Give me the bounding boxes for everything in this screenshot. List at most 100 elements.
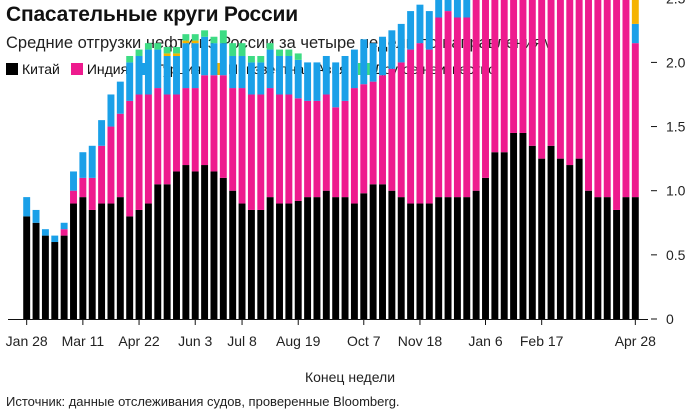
bar-segment xyxy=(191,88,199,172)
bar-segment xyxy=(304,197,312,319)
bar-segment xyxy=(397,62,405,198)
bar-segment xyxy=(444,11,452,198)
bar-segment xyxy=(575,0,583,159)
bar-segment xyxy=(154,184,162,319)
bar-segment xyxy=(313,100,321,198)
y-tick-label: 0.5 xyxy=(666,247,686,263)
bar-segment xyxy=(566,0,574,166)
bar-segment xyxy=(210,43,218,76)
legend-swatch xyxy=(70,63,83,75)
bar-segment xyxy=(444,0,452,12)
bar-segment xyxy=(135,55,143,95)
bar-segment xyxy=(201,30,209,37)
bar-segment xyxy=(126,62,134,101)
bar-segment xyxy=(126,216,134,319)
bar-segment xyxy=(388,30,396,69)
bar-segment xyxy=(360,84,368,194)
x-tick-label: Aug 19 xyxy=(276,333,321,349)
bar-segment xyxy=(266,49,274,89)
bar-segment xyxy=(379,184,386,319)
bar-segment xyxy=(182,165,190,319)
bar-segment xyxy=(294,53,302,60)
bar-segment xyxy=(322,190,330,319)
bar-segment xyxy=(98,120,106,146)
bar-segment xyxy=(547,145,555,319)
bar-segment xyxy=(285,55,293,95)
x-axis-title: Конец недели xyxy=(305,369,395,385)
bar-segment xyxy=(173,171,180,319)
bar-segment xyxy=(191,40,199,44)
bar-segment xyxy=(182,43,190,89)
bar-segment xyxy=(360,39,368,85)
bar-segment xyxy=(369,81,377,185)
bar-segment xyxy=(416,203,424,319)
bar-segment xyxy=(70,171,77,191)
x-tick-label: Feb 17 xyxy=(520,333,564,349)
bar-segment xyxy=(547,0,555,146)
legend-item: Китай xyxy=(6,61,60,77)
bar-segment xyxy=(135,209,143,319)
bar-segment xyxy=(135,94,143,210)
bar-segment xyxy=(70,203,77,319)
bar-segment xyxy=(182,34,190,41)
bar-segment xyxy=(416,4,424,44)
bar-segment xyxy=(201,75,209,166)
bar-segment xyxy=(622,0,630,198)
bar-segment xyxy=(285,203,293,319)
bar-segment xyxy=(276,49,283,56)
bar-segment xyxy=(144,43,152,50)
bar-segment xyxy=(622,197,630,319)
bar-segment xyxy=(247,55,255,63)
bar-segment xyxy=(23,197,31,217)
bar-segment xyxy=(32,222,40,319)
bar-segment xyxy=(163,94,171,185)
bar-segment xyxy=(163,184,171,319)
bar-segment xyxy=(144,94,152,204)
x-tick-label: Mar 11 xyxy=(62,333,105,349)
bar-segment xyxy=(70,190,77,204)
x-tick-label: Jan 28 xyxy=(6,333,48,349)
bar-segment xyxy=(397,197,405,319)
bar-segment xyxy=(510,132,518,319)
bar-segment xyxy=(98,203,106,319)
bar-segment xyxy=(463,0,471,18)
bar-segment xyxy=(603,0,611,198)
bar-segment xyxy=(98,145,106,204)
bar-segment xyxy=(210,36,218,44)
bar-segment xyxy=(191,43,199,89)
bar-segment xyxy=(556,0,564,159)
bar-segment xyxy=(229,190,237,319)
bar-segment xyxy=(144,203,152,319)
bar-segment xyxy=(332,197,340,319)
bar-segment xyxy=(435,17,443,198)
legend-item: Индия xyxy=(70,61,128,77)
bar-segment xyxy=(201,165,209,319)
bar-segment xyxy=(229,55,237,89)
bar-segment xyxy=(173,55,180,95)
bar-segment xyxy=(613,0,621,210)
bar-segment xyxy=(238,203,246,319)
bar-segment xyxy=(556,158,564,320)
bar-segment xyxy=(88,209,96,319)
bar-segment xyxy=(247,94,255,210)
bar-segment xyxy=(304,100,312,198)
bar-segment xyxy=(41,235,49,319)
bar-segment xyxy=(332,62,340,108)
bar-segment xyxy=(407,203,415,319)
bar-segment xyxy=(210,75,218,172)
bar-segment xyxy=(126,100,134,217)
bar-segment xyxy=(341,55,349,101)
bar-segment xyxy=(257,62,265,95)
bar-segment xyxy=(585,190,592,319)
bar-segment xyxy=(360,193,368,319)
bar-segment xyxy=(285,49,293,56)
bar-segment xyxy=(116,113,124,198)
bar-segment xyxy=(210,171,218,319)
bar-segment xyxy=(238,55,246,89)
bar-segment xyxy=(116,197,124,319)
bar-segment xyxy=(472,190,480,319)
legend-swatch xyxy=(6,63,18,75)
bar-segment xyxy=(191,171,199,319)
bar-segment xyxy=(51,235,59,243)
bar-segment xyxy=(435,197,443,319)
